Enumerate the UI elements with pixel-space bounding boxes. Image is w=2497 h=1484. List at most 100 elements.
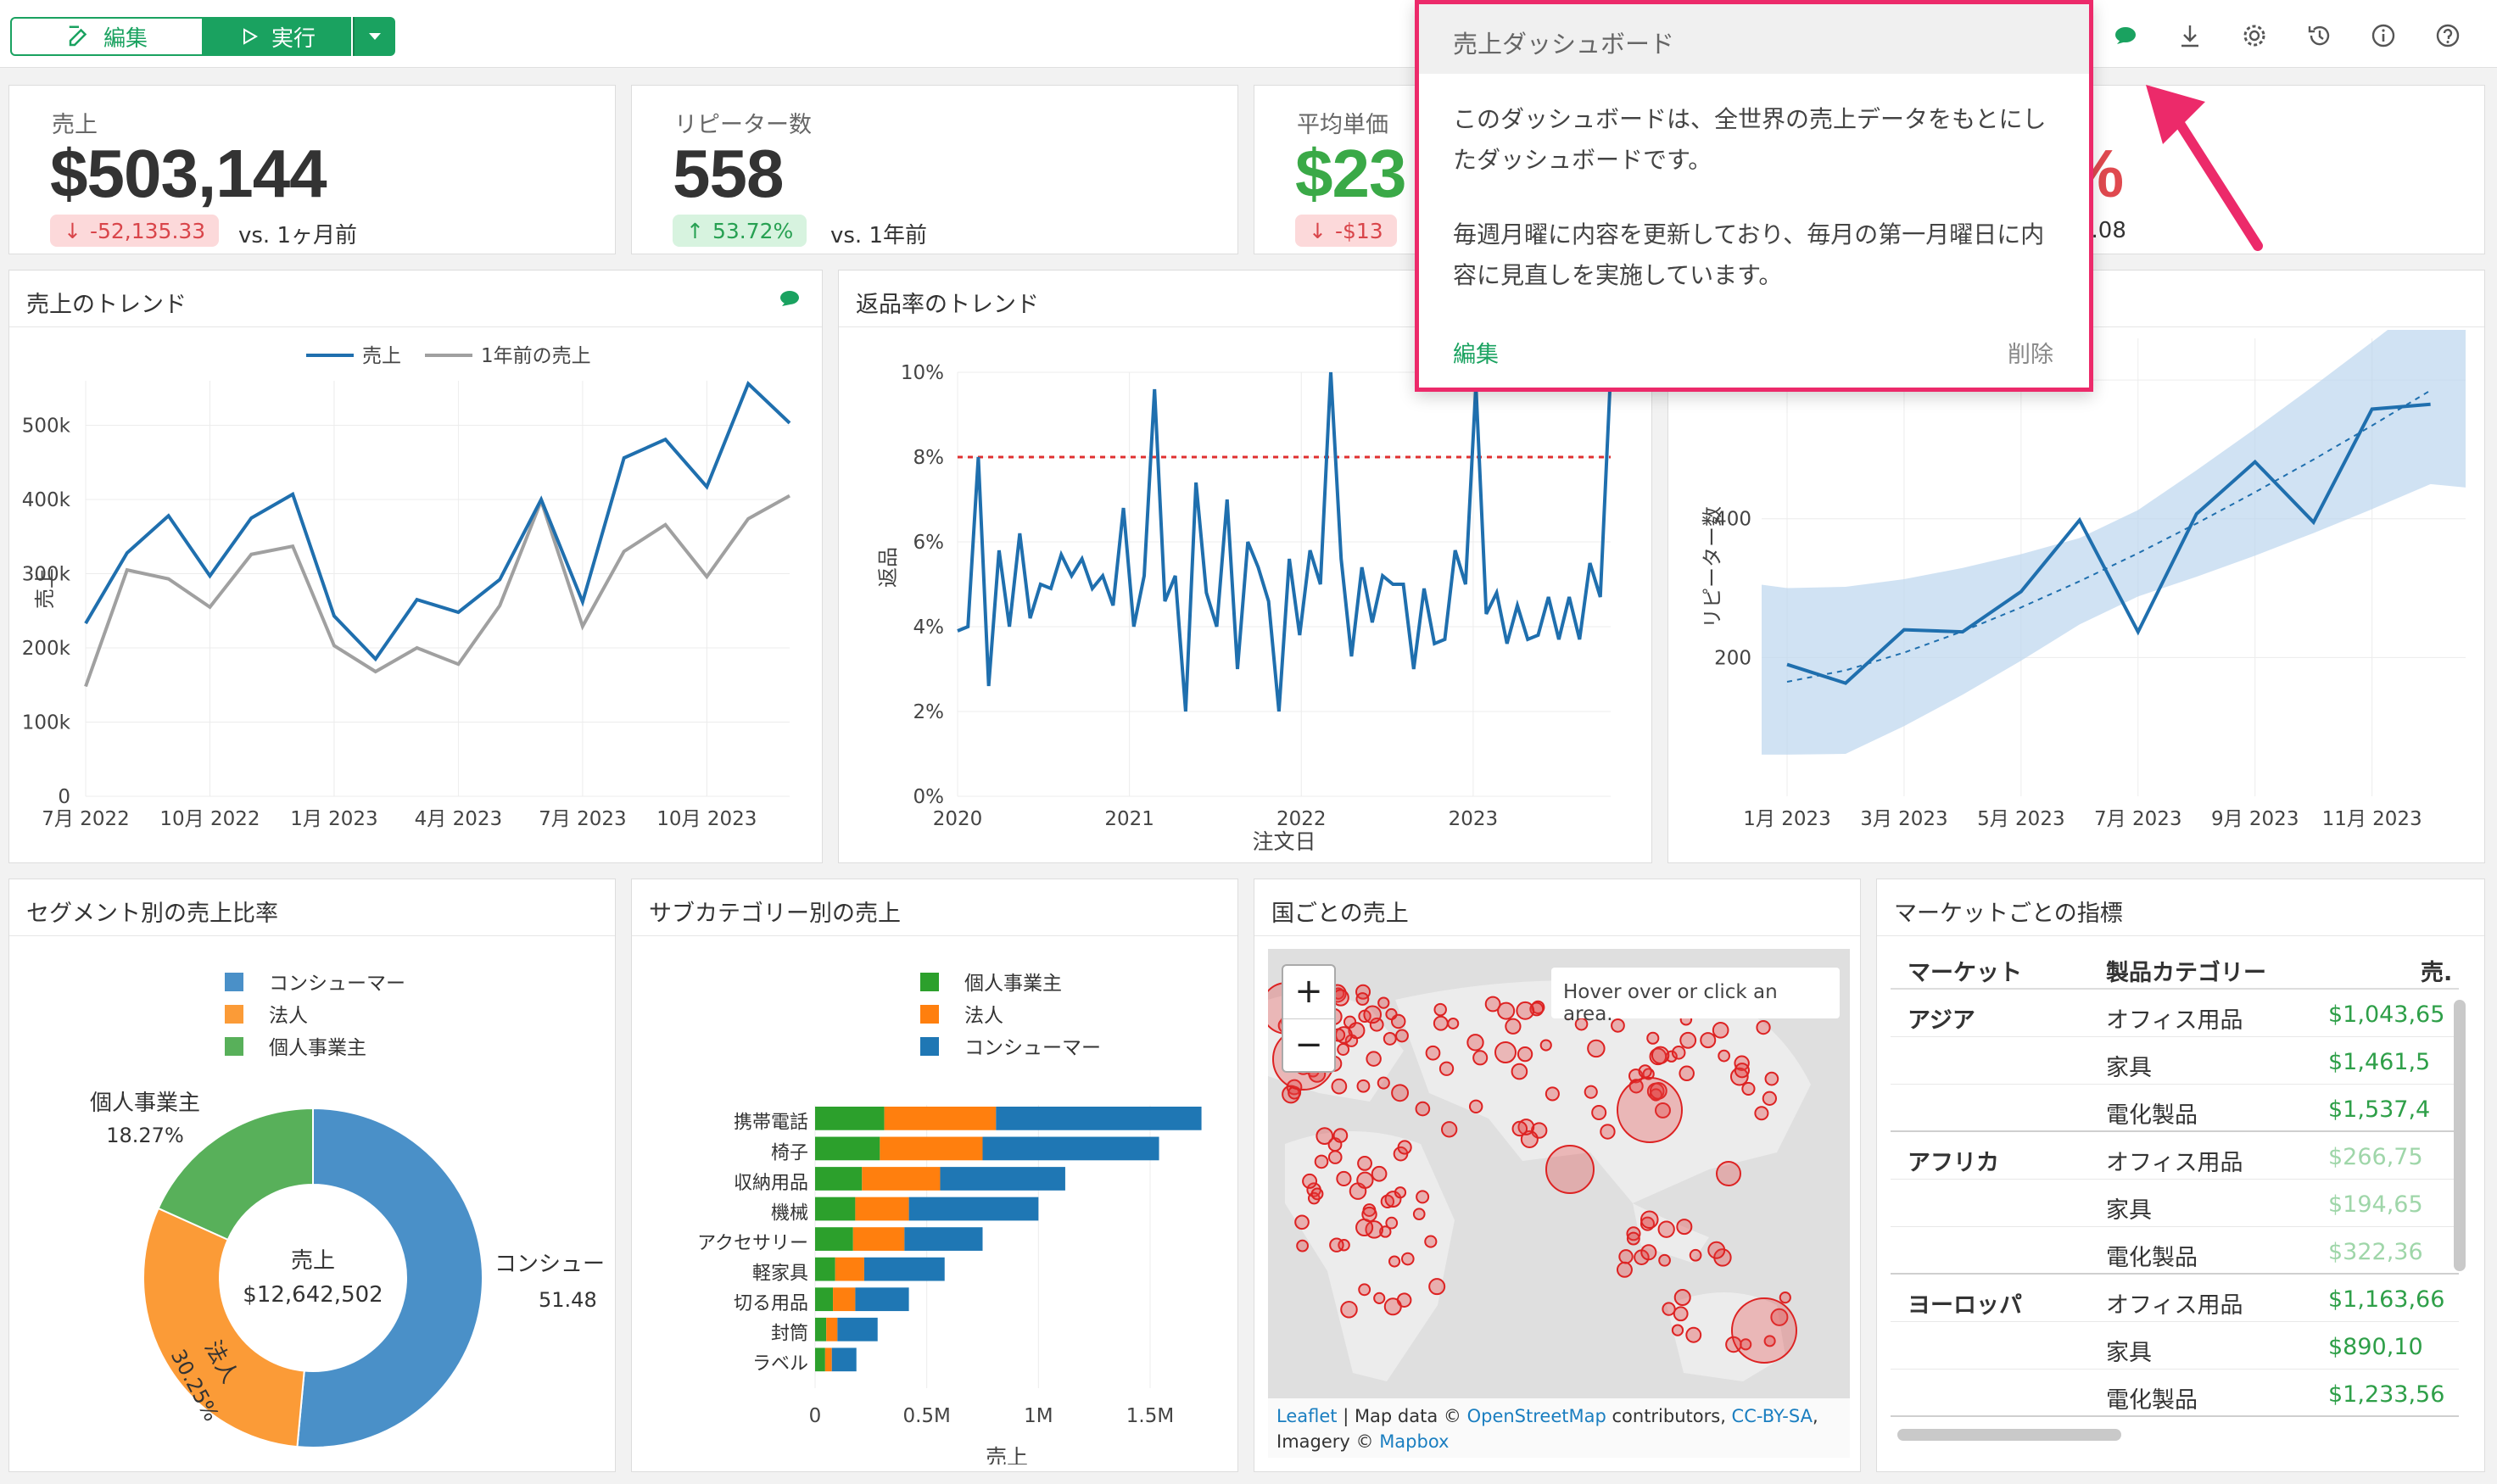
map-marker[interactable] xyxy=(1391,1084,1410,1102)
map-marker[interactable] xyxy=(1756,1019,1771,1035)
map-marker[interactable] xyxy=(1700,1032,1717,1049)
map-marker[interactable] xyxy=(1327,1150,1343,1164)
map-marker[interactable] xyxy=(1505,1018,1522,1035)
map-marker[interactable] xyxy=(1358,1283,1371,1297)
horizontal-scrollbar[interactable] xyxy=(1897,1429,2121,1441)
map-marker[interactable] xyxy=(1731,1297,1797,1364)
map-marker[interactable] xyxy=(1377,996,1390,1009)
map-marker[interactable] xyxy=(1626,1231,1640,1246)
map-marker[interactable] xyxy=(1472,1050,1489,1066)
map-marker[interactable] xyxy=(1671,1046,1686,1060)
map-marker[interactable] xyxy=(1388,1255,1401,1268)
bar-segment[interactable] xyxy=(982,1136,1159,1161)
map-marker[interactable] xyxy=(1316,1127,1334,1145)
bar-segment[interactable] xyxy=(908,1197,1039,1221)
map-marker[interactable] xyxy=(1466,1034,1484,1052)
map-marker[interactable] xyxy=(1539,1039,1552,1052)
map-marker[interactable] xyxy=(1296,1239,1309,1252)
bar-segment[interactable] xyxy=(833,1287,856,1312)
legend-label[interactable]: 法人 xyxy=(269,1005,308,1027)
column-header[interactable]: 製品カテゴリー xyxy=(2106,960,2266,986)
map-marker[interactable] xyxy=(1640,1244,1657,1261)
map-marker[interactable] xyxy=(1689,1248,1702,1262)
edit-button[interactable]: 編集 xyxy=(10,17,204,56)
osm-link[interactable]: OpenStreetMap xyxy=(1466,1406,1606,1426)
map-marker[interactable] xyxy=(1366,1051,1382,1067)
bar-segment[interactable] xyxy=(880,1136,983,1161)
map-marker[interactable] xyxy=(1314,1154,1329,1169)
map-marker[interactable] xyxy=(1441,1121,1458,1138)
map-marker[interactable] xyxy=(1383,1031,1397,1046)
map-marker[interactable] xyxy=(1395,1029,1409,1043)
map-marker[interactable] xyxy=(1425,1045,1441,1061)
map-marker[interactable] xyxy=(1356,1171,1374,1189)
map-marker[interactable] xyxy=(1618,1249,1634,1264)
map-marker[interactable] xyxy=(1655,1102,1671,1119)
bar-segment[interactable] xyxy=(815,1136,880,1161)
download-icon[interactable] xyxy=(2175,20,2205,51)
info-icon[interactable] xyxy=(2368,20,2399,51)
map-marker[interactable] xyxy=(1712,1021,1729,1039)
column-header[interactable]: マーケット xyxy=(1908,960,2022,986)
comment-icon[interactable] xyxy=(2110,20,2141,51)
table-row[interactable]: 家具 $1,461,5 xyxy=(1891,1037,2459,1085)
map-marker[interactable] xyxy=(1497,1001,1516,1020)
map-marker[interactable] xyxy=(1740,1338,1752,1351)
bar-segment[interactable] xyxy=(837,1317,878,1342)
map-marker[interactable] xyxy=(1332,1128,1349,1143)
bar-segment[interactable] xyxy=(996,1107,1202,1130)
map-marker[interactable] xyxy=(1685,1326,1702,1343)
map-marker[interactable] xyxy=(1394,1186,1407,1199)
cc-link[interactable]: CC-BY-SA xyxy=(1731,1406,1813,1426)
popup-delete-link[interactable]: 削除 xyxy=(2008,342,2053,368)
map-marker[interactable] xyxy=(1763,1335,1776,1347)
map-marker[interactable] xyxy=(1294,1214,1310,1230)
gear-icon[interactable] xyxy=(2239,20,2270,51)
legend-label[interactable]: 1年前の売上 xyxy=(481,345,591,367)
map-marker[interactable] xyxy=(1511,1063,1528,1080)
map-marker[interactable] xyxy=(1676,1219,1693,1236)
map-marker[interactable] xyxy=(1302,1173,1318,1189)
bar-segment[interactable] xyxy=(940,1167,1065,1191)
map-marker[interactable] xyxy=(1584,1085,1598,1099)
map-marker[interactable] xyxy=(1340,1300,1358,1319)
bar-segment[interactable] xyxy=(815,1107,885,1130)
table-row[interactable]: アジア オフィス用品 $1,043,65 xyxy=(1891,990,2459,1037)
map-marker[interactable] xyxy=(1673,1306,1689,1322)
map-marker[interactable] xyxy=(1415,1101,1431,1117)
popup-edit-link[interactable]: 編集 xyxy=(1453,342,1499,368)
comment-icon[interactable] xyxy=(778,287,802,310)
bar-segment[interactable] xyxy=(815,1257,835,1281)
map-marker[interactable] xyxy=(1545,1145,1595,1194)
legend-label[interactable]: 個人事業主 xyxy=(964,973,1062,995)
map-marker[interactable] xyxy=(1494,1041,1517,1063)
bar-segment[interactable] xyxy=(831,1347,857,1372)
map-marker[interactable] xyxy=(1357,1155,1372,1171)
bar-segment[interactable] xyxy=(855,1287,909,1312)
map-marker[interactable] xyxy=(1433,1002,1447,1017)
map-marker[interactable] xyxy=(1662,1302,1676,1316)
mapbox-link[interactable]: Mapbox xyxy=(1379,1431,1450,1452)
map-marker[interactable] xyxy=(1397,1140,1412,1155)
history-icon[interactable] xyxy=(2304,20,2334,51)
map-marker[interactable] xyxy=(1770,1308,1789,1326)
map-marker[interactable] xyxy=(1516,1001,1535,1020)
table-row[interactable]: 家具 $194,65 xyxy=(1891,1180,2459,1227)
table-row[interactable]: 電化製品 $1,233,56 xyxy=(1891,1370,2459,1417)
bar-segment[interactable] xyxy=(824,1347,832,1372)
pie-slice[interactable] xyxy=(142,1207,305,1448)
map-marker[interactable] xyxy=(1383,1297,1402,1316)
map-marker[interactable] xyxy=(1348,1022,1366,1040)
map-marker[interactable] xyxy=(1361,1206,1377,1223)
bar-segment[interactable] xyxy=(815,1287,834,1312)
bar-segment[interactable] xyxy=(815,1167,863,1191)
map-marker[interactable] xyxy=(1646,1031,1660,1045)
map-marker[interactable] xyxy=(1337,1043,1350,1056)
map-marker[interactable] xyxy=(1416,1190,1430,1204)
bar-segment[interactable] xyxy=(904,1227,983,1251)
table-row[interactable]: アフリカ オフィス用品 $266,75 xyxy=(1891,1132,2459,1180)
zoom-in-button[interactable]: + xyxy=(1283,966,1334,1019)
map-marker[interactable] xyxy=(1377,1076,1390,1090)
table-row[interactable]: 電化製品 $322,36 xyxy=(1891,1227,2459,1275)
bar-segment[interactable] xyxy=(835,1257,864,1281)
